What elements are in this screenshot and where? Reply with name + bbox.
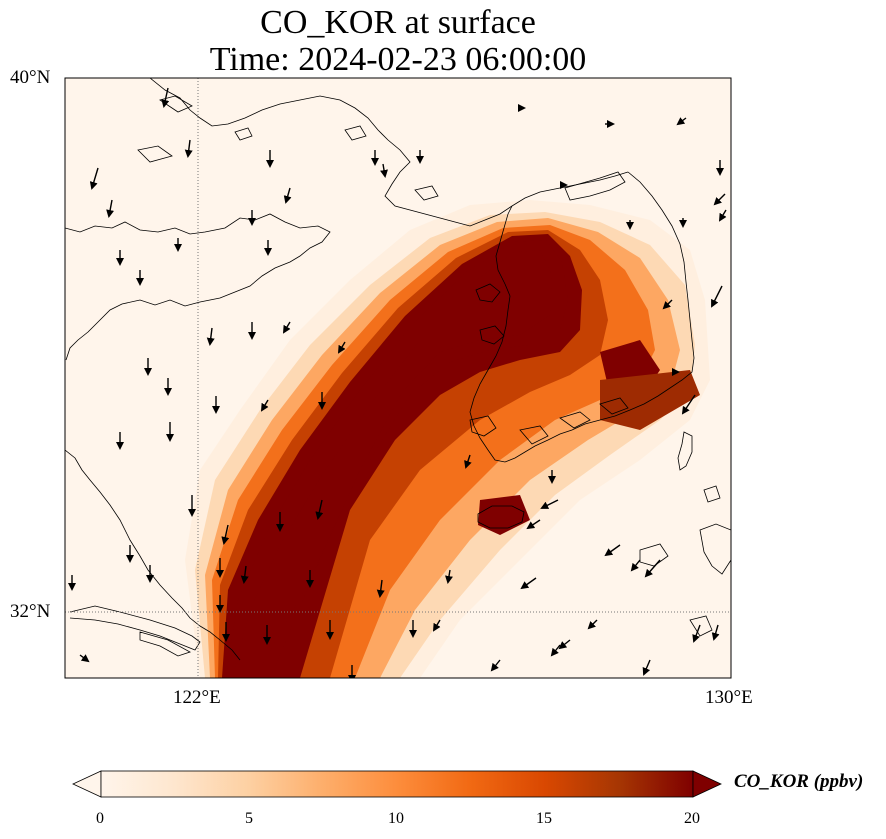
colorbar-label: CO_KOR (ppbv) (734, 771, 864, 792)
colorbar-extend-min (72, 770, 102, 798)
wind-arrow (184, 139, 193, 158)
wind-arrow (520, 577, 537, 590)
colorbar-tick-20: 20 (684, 810, 700, 827)
wind-arrow (260, 399, 269, 412)
wind-vectors (68, 87, 727, 678)
wind-arrow (604, 544, 621, 557)
liaodong-coastline (149, 78, 629, 227)
wind-arrow (432, 619, 441, 632)
gridlines (65, 78, 731, 678)
wind-arrow (540, 499, 559, 509)
wind-arrow (587, 619, 598, 630)
wind-arrow (106, 199, 115, 218)
colorbar-tick-0: 0 (96, 810, 104, 827)
wind-arrow (206, 327, 215, 346)
colorbar-tick-15: 15 (536, 810, 552, 827)
plume-hotspot-1 (478, 495, 530, 535)
wind-arrow (718, 209, 727, 222)
colorbar-extend-max (692, 770, 722, 798)
wind-arrow (161, 87, 170, 108)
wind-arrow (550, 644, 561, 657)
plot-title-line1: CO_KOR at surface (260, 4, 536, 41)
wind-arrow (376, 579, 385, 598)
wind-arrow (79, 654, 90, 663)
wind-arrow (642, 659, 651, 676)
lat-tick-40n: 40°N (10, 67, 51, 88)
wind-arrow (526, 519, 541, 530)
wind-arrow (711, 624, 720, 641)
wind-arrow (337, 341, 346, 354)
china-coastline (65, 213, 331, 361)
wind-arrow (380, 163, 388, 178)
lon-tick-130e: 130°E (705, 687, 753, 708)
wind-arrow (445, 569, 453, 584)
lon-tick-122e: 122°E (173, 687, 221, 708)
co-concentration-field (185, 200, 710, 678)
plot-title-line2: Time: 2024-02-23 06:00:00 (209, 41, 587, 78)
wind-arrow (282, 321, 291, 334)
wind-arrow (676, 117, 687, 126)
colorbar-gradient (100, 770, 694, 798)
wind-arrow (692, 624, 701, 643)
coastlines (65, 78, 731, 661)
wind-arrow (283, 187, 292, 204)
wind-arrow (221, 524, 230, 545)
jeju-island (477, 505, 525, 529)
colorbar-tick-10: 10 (388, 810, 404, 827)
wind-arrow (711, 285, 723, 308)
colorbar-tick-5: 5 (245, 810, 253, 827)
map-frame (64, 77, 732, 679)
korea-coastline (469, 171, 695, 463)
wind-arrow (630, 559, 641, 572)
wind-arrow (315, 499, 324, 520)
wind-arrow (464, 454, 472, 469)
colorbar (72, 770, 722, 798)
wind-arrow (713, 193, 726, 206)
wind-arrow (240, 565, 249, 584)
wind-arrow (558, 639, 571, 650)
wind-arrow (681, 394, 696, 415)
wind-arrow (644, 559, 661, 578)
lat-tick-32n: 32°N (10, 601, 51, 622)
wind-arrow (490, 659, 501, 672)
wind-arrow (89, 167, 99, 190)
plume-layer-7 (232, 250, 552, 678)
wind-arrow (662, 299, 673, 310)
